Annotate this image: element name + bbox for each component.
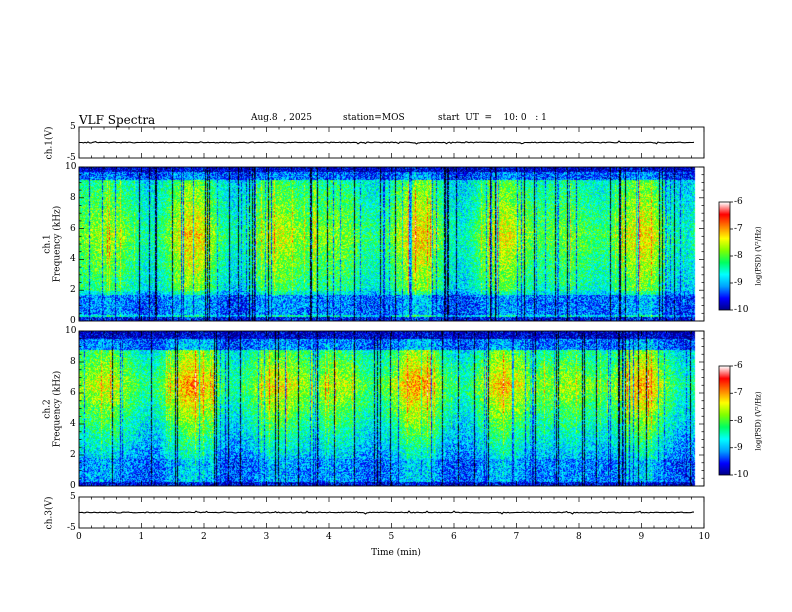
s1-ytick-label: 4 (70, 254, 76, 265)
s1-ytick-label: 0 (70, 316, 76, 326)
s2-ytick-label: 10 (65, 326, 77, 336)
cb2-tick-label: -9 (734, 442, 743, 453)
s2-ytick-label: 6 (70, 388, 76, 398)
ch1-spectrogram-image (79, 167, 704, 321)
x-tick-label: 3 (263, 532, 270, 542)
x-axis-label: Time (min) (371, 548, 421, 558)
cb1-frame (718, 201, 731, 311)
s1-ytick-label: 6 (70, 223, 76, 234)
ch2-spectrogram-ylabel-channel: ch.2 (42, 398, 53, 419)
ch3-waveform-ylabel: ch.3(V) (43, 496, 54, 529)
x-tick-label: 8 (576, 532, 582, 542)
s1-ytick-label: 8 (70, 192, 76, 203)
w3-ytick-label: -5 (67, 523, 76, 533)
ch1-spectrogram-ylabel-frequency: Frequency (kHz) (51, 205, 62, 283)
cb1-tick-label: -10 (734, 305, 749, 315)
start-time-label: start UT = 10: 0 : 1 (438, 113, 547, 123)
x-tick-label: 1 (138, 532, 145, 542)
x-tick-label: 5 (388, 532, 395, 542)
station-label: station=MOS (343, 113, 405, 123)
cb1-tick-label: -6 (734, 197, 743, 207)
x-tick-label: 4 (326, 532, 332, 542)
w3-ytick-label: 5 (70, 492, 76, 502)
figure-title: VLF Spectra (79, 113, 156, 127)
cb1-tick-label: -7 (734, 224, 743, 234)
s1-frame (78, 166, 705, 322)
s2-ytick-label: 4 (70, 419, 76, 429)
s2-frame (78, 330, 705, 487)
s1-ytick-label: 10 (65, 162, 77, 172)
cb1-tick-label: -9 (734, 278, 743, 288)
ch2-spectrogram-image (79, 331, 704, 486)
cb1-tick-label: -8 (734, 251, 743, 261)
ch2-colorbar-label: log(PSD) (V²/Hz) (754, 390, 763, 451)
cb2-frame (718, 365, 731, 476)
cb2-tick-label: -6 (734, 361, 743, 371)
ch1-waveform-ylabel: ch.1(V) (43, 126, 54, 159)
ch1-colorbar-label: log(PSD) (V²/Hz) (754, 226, 763, 286)
w1-ytick-label: -5 (67, 153, 76, 163)
x-tick-label: 0 (76, 532, 82, 542)
s1-ytick-label: 2 (70, 285, 76, 296)
x-tick-label: 7 (513, 532, 520, 542)
x-tick-label: 9 (638, 532, 645, 542)
date-label: Aug.8 , 2025 (251, 113, 312, 123)
x-tick-label: 6 (451, 532, 457, 542)
ch1-colorbar-image (719, 202, 730, 310)
cb2-tick-label: -10 (734, 470, 749, 480)
w1-trace (79, 140, 695, 145)
ch1-spectrogram-ylabel-channel: ch.1 (42, 234, 53, 254)
w3-trace (78, 510, 694, 515)
s2-ytick-label: 2 (70, 450, 76, 460)
cb2-tick-label: -8 (734, 415, 743, 426)
ch2-colorbar-image (719, 366, 730, 475)
s2-ytick-label: 0 (70, 481, 76, 491)
cb2-tick-label: -7 (734, 388, 743, 399)
x-tick-label: 2 (201, 532, 207, 542)
s2-ytick-label: 8 (70, 357, 76, 367)
x-tick-label: 10 (698, 532, 710, 542)
w1-ytick-label: 5 (70, 122, 76, 132)
ch2-spectrogram-ylabel-frequency: Frequency (kHz) (51, 370, 62, 447)
